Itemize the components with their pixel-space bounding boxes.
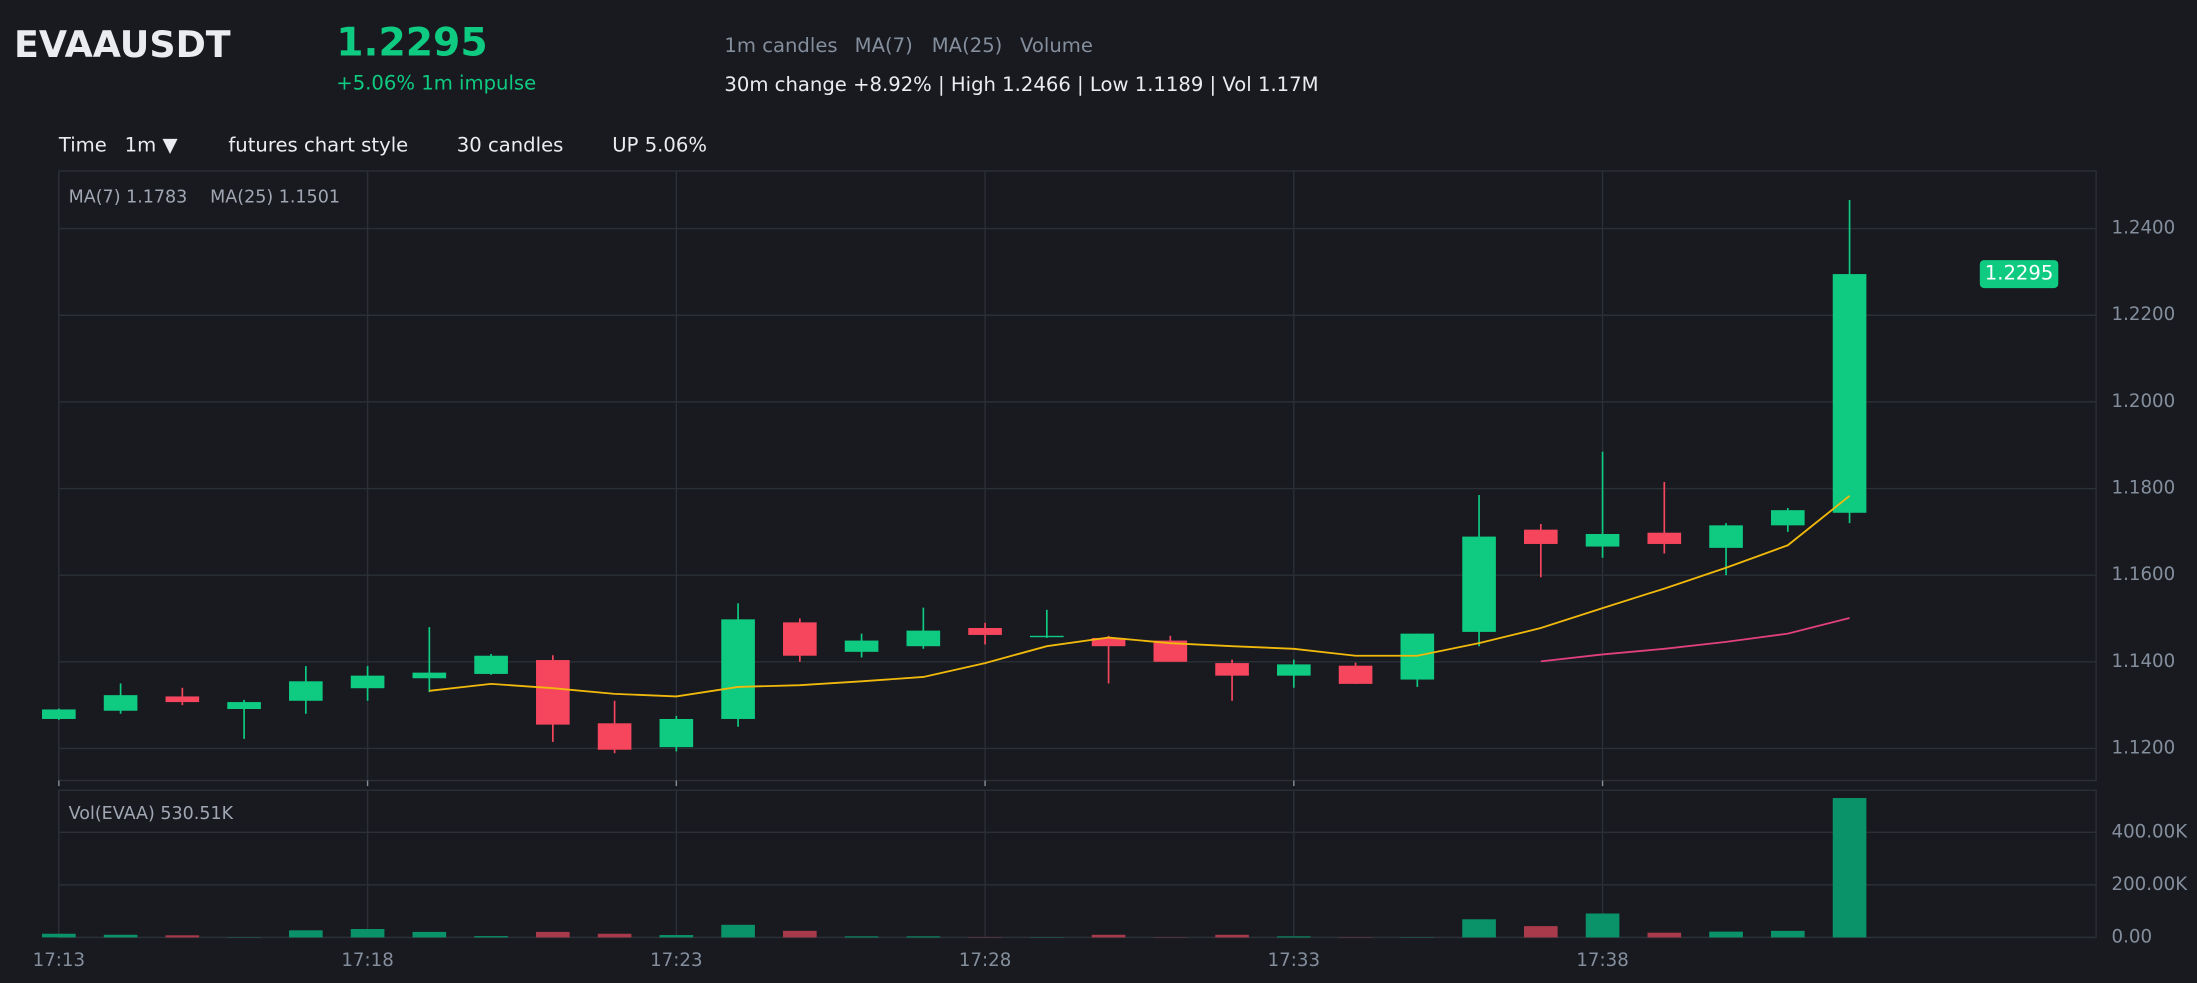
tag[interactable]: 1m candles <box>724 34 837 57</box>
tag[interactable]: MA(7) <box>855 34 913 57</box>
volume-bar <box>165 935 200 938</box>
candle-body <box>412 672 447 679</box>
candle-body <box>1709 525 1743 548</box>
tag[interactable]: MA(25) <box>932 34 1003 57</box>
y-tick-label: 1.1400 <box>2112 651 2176 672</box>
x-tick-label: 17:13 <box>33 950 85 971</box>
candle-body <box>783 622 817 656</box>
candle-body <box>844 640 879 652</box>
y-tick-label: 1.1200 <box>2112 737 2176 758</box>
candle-body <box>289 681 323 701</box>
volume-bar <box>474 936 508 938</box>
volume-title: Vol(EVAA) 530.51K <box>69 804 234 824</box>
y-tick-label: 1.1800 <box>2112 478 2176 499</box>
candle-body <box>1215 663 1249 676</box>
volume-bar <box>1585 913 1620 938</box>
tag[interactable]: Volume <box>1020 34 1093 57</box>
volume-bar <box>1832 798 1867 938</box>
volume-bar <box>42 933 76 938</box>
candle-body <box>597 723 632 750</box>
candle-body <box>1462 536 1496 632</box>
volume-bar <box>1462 919 1496 938</box>
candle-body <box>1338 665 1373 684</box>
volume-bar <box>906 936 941 938</box>
candle-body <box>1524 529 1558 544</box>
volume-bar <box>597 933 632 938</box>
toolbar-item[interactable]: 30 candles <box>457 133 564 156</box>
ma-line <box>429 495 1851 698</box>
volume-bar <box>721 924 755 938</box>
impulse: +5.06% 1m impulse <box>336 72 536 95</box>
volume-bar <box>1277 936 1311 938</box>
volume-bar <box>1770 930 1805 938</box>
candle-body <box>1153 640 1188 662</box>
volume-bar <box>659 935 694 938</box>
candle-body <box>350 675 385 689</box>
candle-body <box>906 630 941 647</box>
volume-bar <box>412 931 447 938</box>
y-tick-label: 1.2200 <box>2112 304 2176 325</box>
legend-label: MA(25) 1.1501 <box>210 188 340 208</box>
candle-body <box>165 696 200 703</box>
x-tick-label: 17:38 <box>1576 950 1628 971</box>
price: 1.2295 <box>336 20 487 65</box>
last-price-label: 1.2295 <box>1985 262 2054 285</box>
volume-bar <box>1709 931 1743 938</box>
volume-bar <box>536 931 570 938</box>
y-tick-label: 1.2400 <box>2112 218 2176 239</box>
candle-body <box>968 628 1002 635</box>
candle-body <box>1030 635 1064 638</box>
volume-bar <box>1647 932 1682 938</box>
x-tick-label: 17:28 <box>959 950 1011 971</box>
y-tick-label: 1.2000 <box>2112 391 2176 412</box>
ma-line <box>1540 617 1850 663</box>
toolbar-item: UP 5.06% <box>612 133 707 156</box>
toolbar-item: Time <box>58 133 107 156</box>
x-tick-label: 17:33 <box>1268 950 1320 971</box>
volume-bar <box>1215 934 1249 938</box>
candle-body <box>227 702 261 710</box>
volume-bar <box>103 934 138 938</box>
candle-body <box>1832 274 1867 513</box>
candle-body <box>1091 637 1126 647</box>
volume-bar <box>350 929 385 938</box>
volume-bar <box>783 930 817 938</box>
y-tick-label: 1.1600 <box>2112 564 2176 585</box>
candle-body <box>474 655 508 674</box>
candle-body <box>536 660 570 725</box>
candle-body <box>1277 664 1311 676</box>
x-tick-label: 17:18 <box>341 950 393 971</box>
volume-bar <box>1524 926 1558 938</box>
candle-body <box>1585 534 1620 547</box>
candle-body <box>659 718 694 748</box>
candle-body <box>1770 510 1805 526</box>
candle-body <box>103 695 138 711</box>
symbol: EVAAUSDT <box>14 23 231 66</box>
legend-label: MA(7) 1.1783 <box>69 188 188 208</box>
y-tick-label: 200.00K <box>2112 874 2189 895</box>
interval-select[interactable]: 1m ▼ <box>125 133 179 156</box>
y-tick-label: 0.00 <box>2112 926 2153 947</box>
candle-body <box>1647 532 1682 544</box>
candle-body <box>721 619 755 719</box>
y-tick-label: 400.00K <box>2112 821 2189 842</box>
volume-bar <box>1091 934 1126 938</box>
toolbar-item[interactable]: futures chart style <box>228 133 408 156</box>
stats: 30m change +8.92% | High 1.2466 | Low 1.… <box>724 73 1318 96</box>
volume-bar <box>289 930 323 938</box>
last-price-tag <box>1979 260 2059 289</box>
x-tick-label: 17:23 <box>650 950 702 971</box>
volume-bar <box>844 936 879 938</box>
candle-body <box>42 709 76 719</box>
